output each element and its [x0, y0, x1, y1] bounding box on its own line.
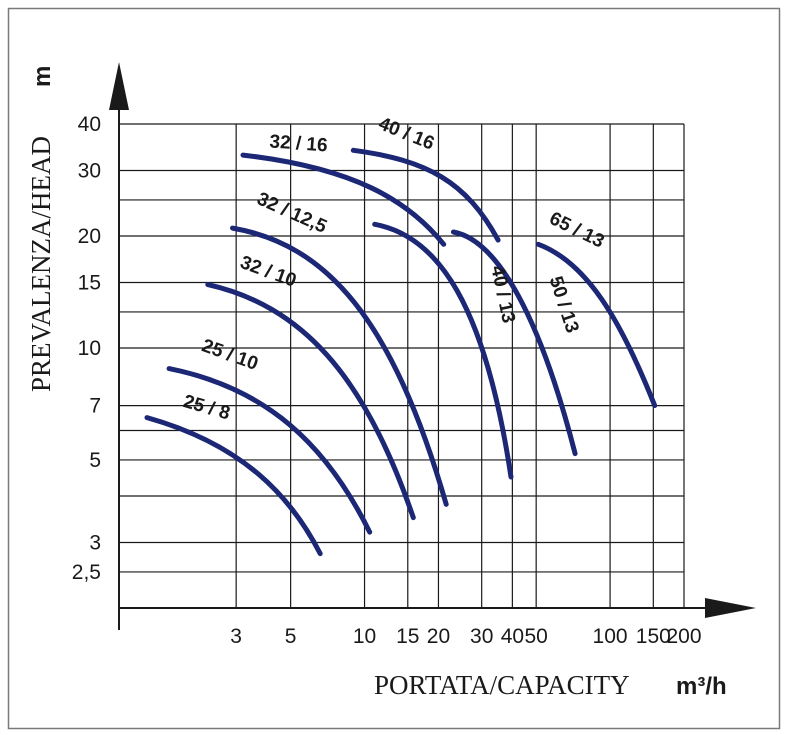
y-tick-label: 30	[78, 159, 101, 182]
y-tick-label: 3	[89, 531, 101, 554]
y-tick-label: 10	[78, 337, 101, 360]
x-tick-label: 10	[353, 625, 376, 648]
x-tick-label: 50	[524, 625, 547, 648]
curve-label-65-13: 65 / 13	[546, 208, 607, 252]
x-axis-title: PORTATA/CAPACITY m³/h	[374, 670, 727, 700]
curve-label-25-8: 25 / 8	[181, 391, 232, 424]
curve-label-40-16: 40 / 16	[375, 113, 437, 154]
curve-32-16	[240, 152, 447, 247]
curve-label-32-12-5: 32 / 12,5	[254, 189, 330, 238]
curve-32-12-5	[230, 225, 449, 507]
x-tick-label: 5	[285, 625, 297, 648]
y-tick-label: 7	[89, 395, 101, 418]
y-tick-label: 5	[89, 449, 101, 472]
y-tick-label: 20	[78, 225, 101, 248]
x-tick-label: 15	[396, 625, 419, 648]
y-tick-label: 40	[78, 113, 101, 136]
y-axis-title: PREVALENZA/HEAD m	[26, 66, 56, 392]
curve-40-16	[350, 147, 501, 243]
x-tick-label: 30	[470, 625, 493, 648]
grid	[119, 123, 685, 608]
curve-50-13	[450, 229, 578, 457]
y-axis-unit: m	[29, 66, 56, 87]
x-tick-label: 200	[666, 625, 701, 648]
x-tick-label: 40	[501, 625, 524, 648]
curve-label-32-10: 32 / 10	[237, 252, 299, 292]
x-tick-label: 150	[636, 625, 671, 648]
y-tick-label: 2,5	[72, 561, 101, 584]
curves	[144, 147, 658, 557]
curve-label-40-13: 40 / 13	[486, 264, 519, 325]
x-tick-label: 3	[230, 625, 242, 648]
curve-25-10	[166, 366, 373, 535]
x-tick-label: 100	[593, 625, 628, 648]
x-tick-label: 20	[427, 625, 450, 648]
axes	[109, 62, 756, 630]
curve-32-10	[205, 282, 416, 521]
y-tick-label: 15	[78, 271, 101, 294]
outer-border	[7, 7, 781, 730]
x-axis-arrow	[705, 598, 756, 618]
curve-25-8	[144, 415, 323, 557]
y-axis-arrow	[109, 62, 129, 110]
x-axis-unit: m³/h	[676, 673, 727, 700]
x-axis-label: PORTATA/CAPACITY	[374, 670, 630, 700]
curve-label-32-16: 32 / 16	[269, 131, 328, 156]
y-axis-label: PREVALENZA/HEAD	[26, 136, 56, 392]
curve-label-50-13: 50 / 13	[545, 274, 583, 336]
curve-label-25-10: 25 / 10	[199, 335, 261, 375]
curve-65-13	[535, 241, 658, 409]
curve-40-13	[372, 221, 514, 480]
